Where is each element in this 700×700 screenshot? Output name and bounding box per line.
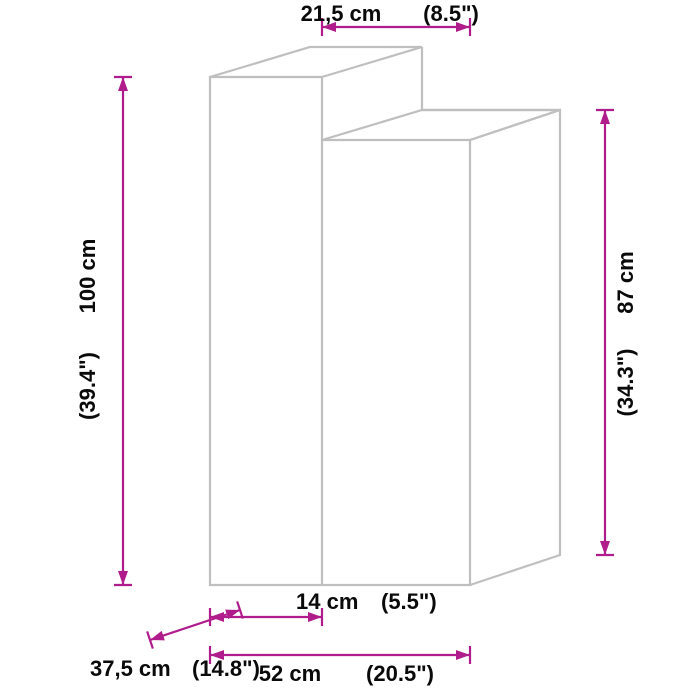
dim-top-width-in: (8.5") xyxy=(423,1,479,26)
dim-depth-in: (14.8") xyxy=(192,656,260,681)
dim-depth-cm: 37,5 cm xyxy=(90,656,171,681)
dim-step-depth-cm: 14 cm xyxy=(296,589,358,614)
dim-width-in: (20.5") xyxy=(366,661,434,686)
dim-depth xyxy=(150,610,240,640)
dim-height-left-cm: 100 cm xyxy=(75,239,100,314)
dim-step-depth-in: (5.5") xyxy=(381,589,437,614)
product-outline xyxy=(210,47,560,585)
dim-width-cm: 52 cm xyxy=(259,661,321,686)
dim-height-left-in: (39.4") xyxy=(75,352,100,420)
dim-height-right-cm: 87 cm xyxy=(613,251,638,313)
dim-top-width-cm: 21,5 cm xyxy=(301,1,382,26)
dim-height-right-in: (34.3") xyxy=(613,349,638,417)
